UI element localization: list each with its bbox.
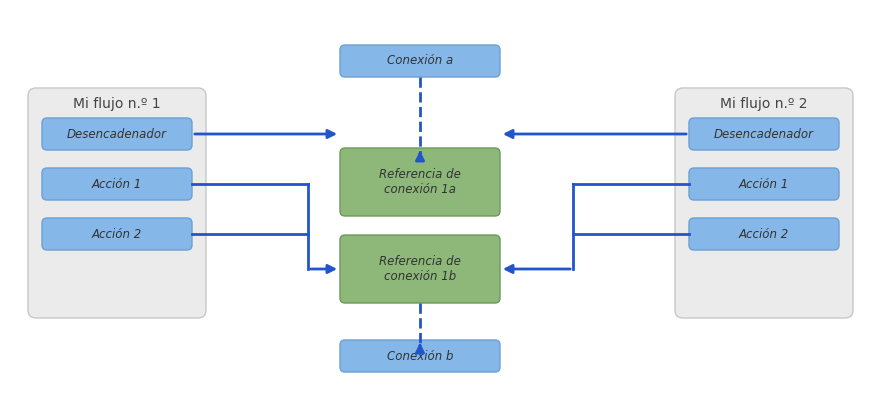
FancyBboxPatch shape	[340, 235, 500, 303]
Text: Acción 1: Acción 1	[92, 178, 142, 191]
FancyBboxPatch shape	[340, 340, 500, 372]
Text: Acción 1: Acción 1	[739, 178, 789, 191]
Text: Referencia de
conexión 1b: Referencia de conexión 1b	[379, 255, 461, 283]
FancyBboxPatch shape	[675, 88, 853, 318]
Text: Referencia de
conexión 1a: Referencia de conexión 1a	[379, 168, 461, 196]
Text: Mi flujo n.º 2: Mi flujo n.º 2	[721, 97, 808, 111]
Text: Acción 2: Acción 2	[92, 227, 142, 240]
FancyBboxPatch shape	[689, 118, 839, 150]
FancyBboxPatch shape	[42, 118, 192, 150]
Text: Conexión b: Conexión b	[387, 350, 453, 362]
FancyBboxPatch shape	[689, 218, 839, 250]
Text: Acción 2: Acción 2	[739, 227, 789, 240]
FancyBboxPatch shape	[689, 168, 839, 200]
FancyBboxPatch shape	[42, 218, 192, 250]
FancyBboxPatch shape	[28, 88, 206, 318]
FancyBboxPatch shape	[42, 168, 192, 200]
Text: Mi flujo n.º 1: Mi flujo n.º 1	[73, 97, 161, 111]
Text: Desencadenador: Desencadenador	[714, 128, 814, 141]
Text: Desencadenador: Desencadenador	[67, 128, 167, 141]
FancyBboxPatch shape	[340, 148, 500, 216]
FancyBboxPatch shape	[340, 45, 500, 77]
Text: Conexión a: Conexión a	[387, 54, 453, 67]
